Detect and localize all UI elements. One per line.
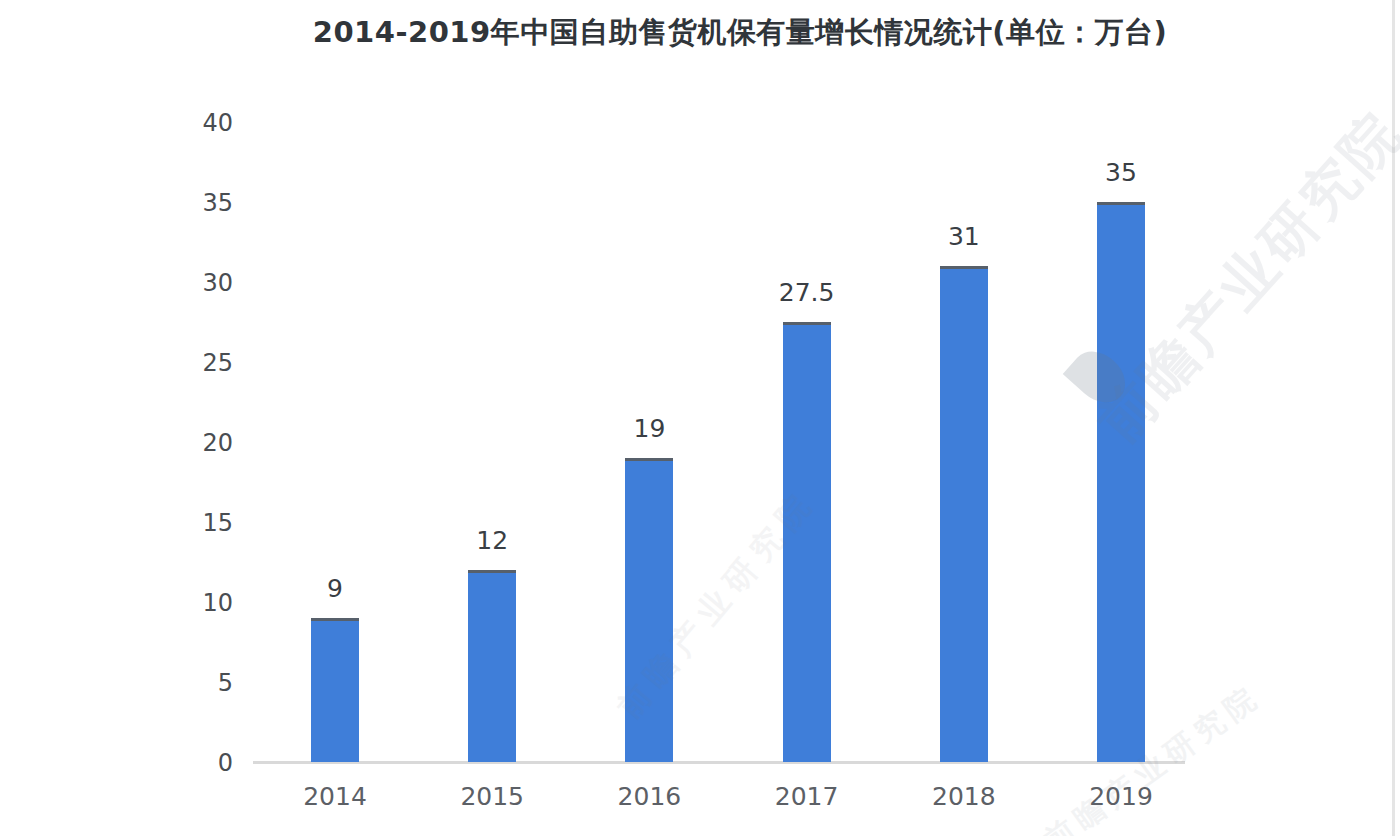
value-label-2014: 9 xyxy=(265,576,405,602)
bar-2016 xyxy=(625,458,673,762)
x-tick-label-2018: 2018 xyxy=(894,784,1034,810)
bar-2014 xyxy=(311,618,359,762)
watermark-text: 前瞻产业研究院 xyxy=(1036,676,1270,836)
x-axis-baseline xyxy=(253,761,1185,764)
x-tick-label-2019: 2019 xyxy=(1051,784,1191,810)
value-label-2017: 27.5 xyxy=(737,280,877,306)
x-tick-label-2016: 2016 xyxy=(579,784,719,810)
y-tick-label-25: 25 xyxy=(133,349,233,377)
x-tick-label-2017: 2017 xyxy=(737,784,877,810)
bar-2015 xyxy=(468,570,516,762)
y-tick-label-15: 15 xyxy=(133,509,233,537)
bar-2017 xyxy=(783,322,831,762)
chart-title: 2014-2019年中国自助售货机保有量增长情况统计(单位：万台) xyxy=(313,13,1167,53)
y-tick-label-20: 20 xyxy=(133,429,233,457)
y-tick-label-30: 30 xyxy=(133,269,233,297)
bar-chart: 2014-2019年中国自助售货机保有量增长情况统计(单位：万台) 0 5 10 15… xyxy=(0,0,1400,836)
x-tick-label-2014: 2014 xyxy=(265,784,405,810)
value-label-2015: 12 xyxy=(422,528,562,554)
bar-2018 xyxy=(940,266,988,762)
value-label-2016: 19 xyxy=(579,416,719,442)
value-label-2019: 35 xyxy=(1051,160,1191,186)
page-right-edge-line xyxy=(1392,0,1395,836)
y-tick-label-35: 35 xyxy=(133,189,233,217)
x-tick-label-2015: 2015 xyxy=(422,784,562,810)
bar-2019 xyxy=(1097,202,1145,762)
y-tick-label-40: 40 xyxy=(133,109,233,137)
y-tick-label-5: 5 xyxy=(133,669,233,697)
y-tick-label-10: 10 xyxy=(133,589,233,617)
y-tick-label-0: 0 xyxy=(133,749,233,777)
value-label-2018: 31 xyxy=(894,224,1034,250)
